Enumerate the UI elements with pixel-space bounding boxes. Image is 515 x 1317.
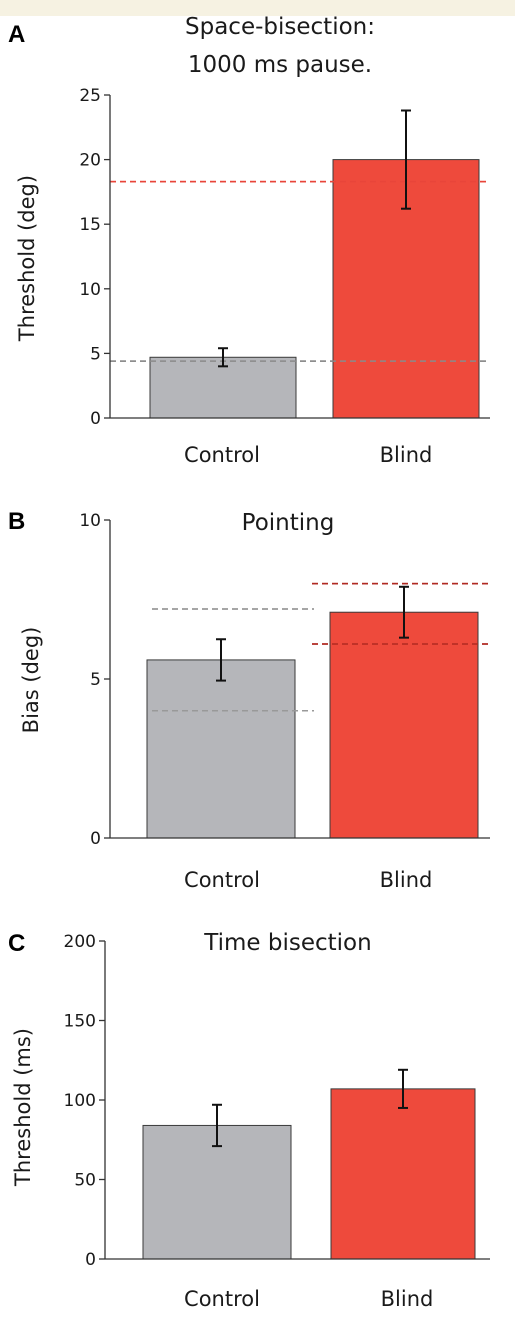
y-tick-label: 50 xyxy=(74,1171,96,1191)
y-tick-label: 5 xyxy=(90,670,101,690)
x-category-label: Control xyxy=(184,1287,260,1311)
bar-control xyxy=(146,659,296,839)
top-banner-strip xyxy=(0,0,515,16)
y-tick-label: 0 xyxy=(85,1250,96,1270)
chart-panel-c: C Time bisection 0 50 100 150 200 Threshold (ms… xyxy=(8,930,490,1311)
x-category-label: Blind xyxy=(380,868,433,892)
y-tick-label: 5 xyxy=(90,344,101,364)
panel-letter: C xyxy=(8,930,25,957)
y-tick-label: 15 xyxy=(79,215,101,235)
y-tick-label: 0 xyxy=(90,829,101,849)
x-category-label: Control xyxy=(184,443,260,467)
x-category-label: Blind xyxy=(381,1287,434,1311)
bar-control xyxy=(149,356,297,419)
y-tick-label: 200 xyxy=(64,932,96,952)
y-tick-label: 10 xyxy=(79,511,101,531)
y-tick-label: 150 xyxy=(64,1012,96,1032)
bar-blind xyxy=(329,611,479,839)
y-tick-label: 25 xyxy=(79,86,101,106)
y-tick-label: 100 xyxy=(64,1091,96,1111)
panel-letter: B xyxy=(8,508,25,535)
x-category-label: Control xyxy=(184,868,260,892)
chart-title-line: Pointing xyxy=(242,510,335,536)
x-category-label: Blind xyxy=(380,443,433,467)
chart-title-line: 1000 ms pause. xyxy=(188,52,372,78)
chart-panel-b: B Pointing 0 5 10 Bias (deg) Control Blind xyxy=(8,508,490,892)
chart-panel-a: A Space-bisection: 1000 ms pause. 0 5 10 15 20 2… xyxy=(8,14,490,467)
chart-title-line: Time bisection xyxy=(203,930,371,956)
y-axis-label: Bias (deg) xyxy=(19,627,43,734)
panel-letter: A xyxy=(8,21,25,48)
y-tick-label: 10 xyxy=(79,280,101,300)
y-axis-label: Threshold (deg) xyxy=(15,175,39,342)
y-tick-label: 20 xyxy=(79,151,101,171)
bar-blind xyxy=(330,1088,476,1260)
y-axis-label: Threshold (ms) xyxy=(11,1028,35,1187)
chart-title-line: Space-bisection: xyxy=(185,14,375,40)
y-tick-label: 0 xyxy=(90,409,101,429)
